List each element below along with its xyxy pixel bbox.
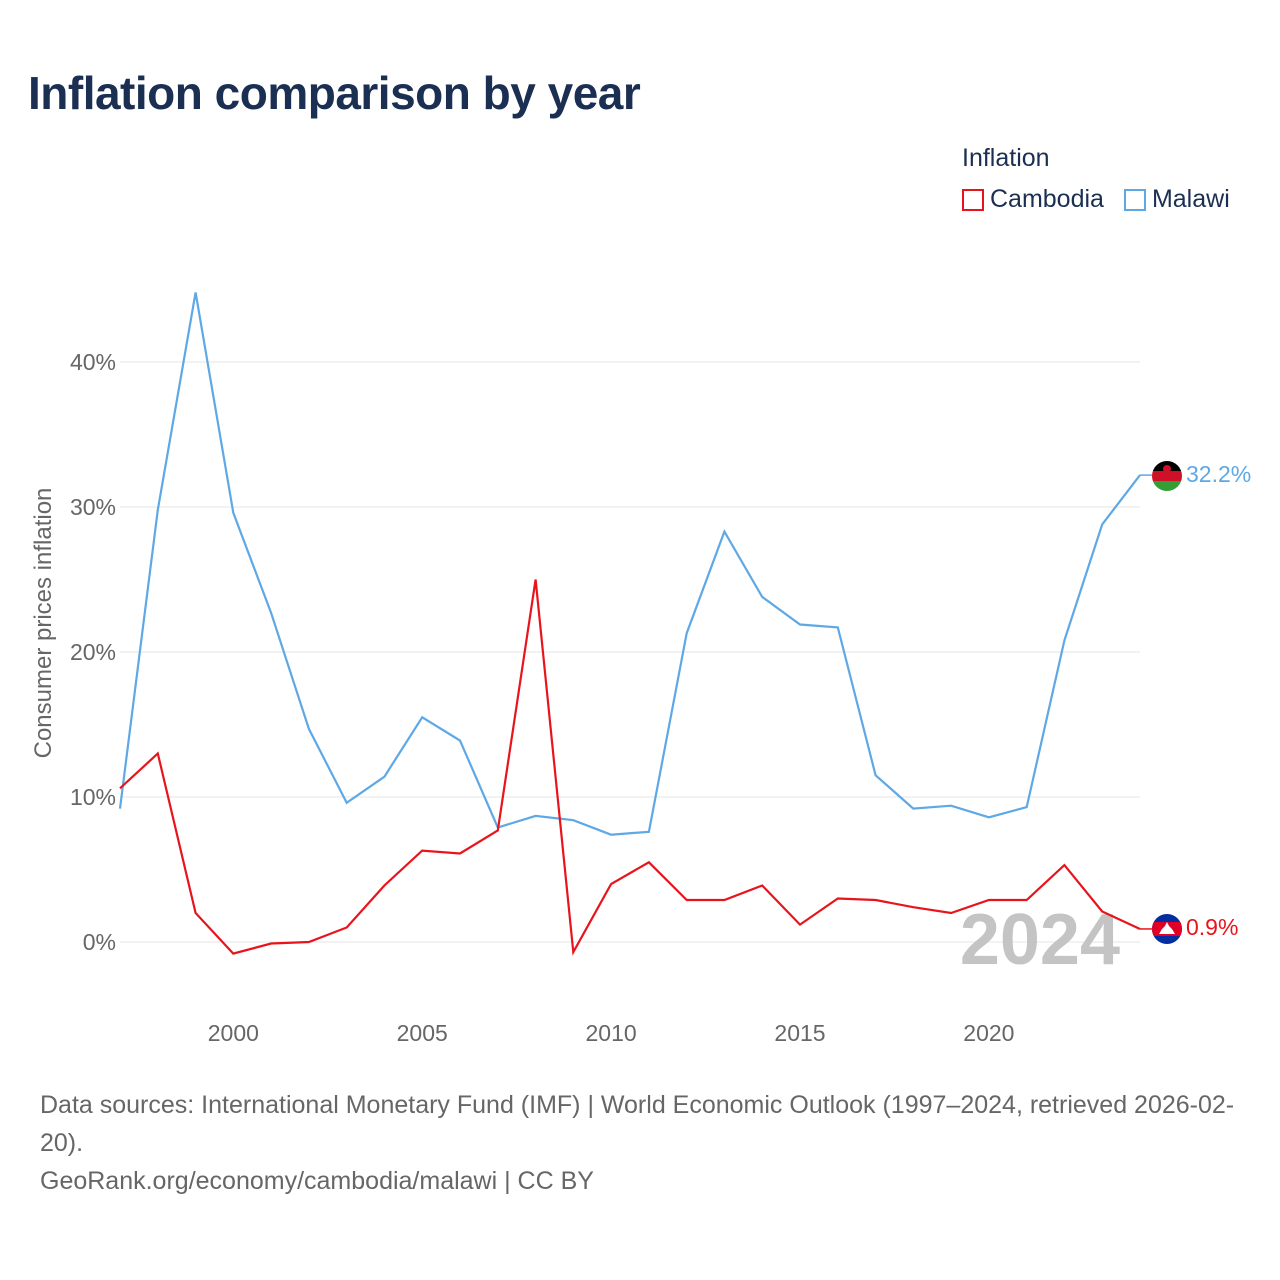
chart-title: Inflation comparison by year — [28, 67, 641, 119]
legend-label-cambodia: Cambodia — [990, 185, 1104, 213]
year-watermark: 2024 — [960, 900, 1120, 980]
legend-title: Inflation — [962, 144, 1050, 172]
y-axis-ticks: 0% 10% 20% 30% 40% — [70, 349, 116, 955]
end-label-cambodia: 0.9% — [1186, 914, 1238, 940]
gridlines — [120, 361, 1140, 943]
x-tick-label: 2005 — [397, 1020, 448, 1046]
y-tick-label: 20% — [70, 639, 116, 665]
legend-item-malawi[interactable]: Malawi — [1123, 185, 1230, 214]
source-link[interactable]: GeoRank.org/economy/cambodia/malawi | CC… — [40, 1167, 594, 1195]
legend-swatch-cambodia — [962, 188, 984, 211]
series-line-malawi — [118, 292, 1141, 836]
malawi-flag — [1152, 461, 1182, 491]
series-lines — [118, 292, 1152, 956]
y-axis-label: Consumer prices inflation — [30, 488, 57, 759]
x-tick-label: 2020 — [963, 1020, 1014, 1046]
footer: Data sources: International Monetary Fun… — [40, 1086, 1250, 1200]
y-tick-label: 0% — [83, 929, 116, 955]
legend-swatch-malawi — [1123, 188, 1146, 211]
y-tick-label: 10% — [70, 784, 116, 810]
end-label-malawi: 32.2% — [1186, 461, 1251, 487]
cambodia-flag — [1152, 914, 1182, 944]
data-sources: Data sources: International Monetary Fun… — [40, 1091, 1235, 1157]
x-axis-ticks: 2000 2005 2010 2015 2020 — [208, 1020, 1015, 1046]
y-tick-label: 40% — [70, 349, 116, 375]
legend-item-cambodia[interactable]: Cambodia — [962, 185, 1104, 214]
legend: Inflation Cambodia Malawi — [962, 144, 1230, 214]
y-tick-label: 30% — [70, 494, 116, 520]
x-tick-label: 2010 — [586, 1020, 637, 1046]
legend-label-malawi: Malawi — [1151, 185, 1230, 213]
series-line-cambodia — [119, 579, 1141, 956]
x-tick-label: 2000 — [208, 1020, 259, 1046]
x-tick-label: 2015 — [774, 1020, 825, 1046]
line-chart: 0% 10% 20% 30% 40% 2000 2005 2010 2015 2020 Cons… — [30, 292, 1251, 1046]
